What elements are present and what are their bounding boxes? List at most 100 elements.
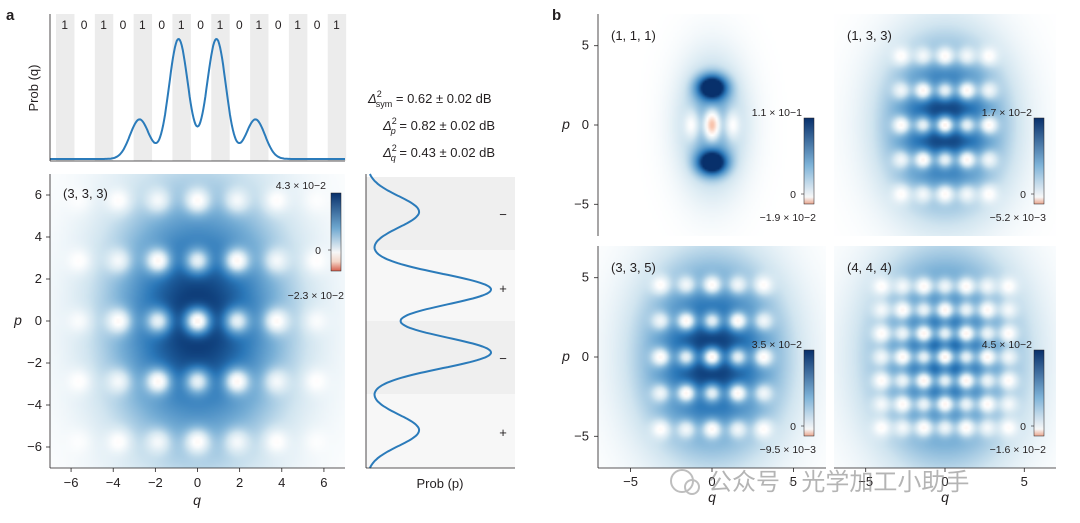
a-side-annotation-p: Δ2 p = 0.82 ± 0.02 dB bbox=[382, 116, 495, 136]
a-side-curve bbox=[369, 173, 493, 469]
b-colorbar-4 bbox=[1033, 349, 1045, 437]
a-side-xlabel: Prob (p) bbox=[417, 476, 464, 491]
watermark-text: 公众号 · 光学加工小助手 bbox=[708, 469, 969, 496]
a-main-cbar-min: −2.3 × 10−2 bbox=[288, 290, 345, 302]
b-cbar-max: 1.7 × 10−2 bbox=[982, 107, 1032, 119]
a-top-bit-label: 0 bbox=[81, 18, 88, 32]
svg-text:Δ2p = 0.82 ± 0.02 dB: Δ2 p = 0.82 ± 0.02 dB bbox=[382, 116, 495, 136]
b-annotation-1: (1, 1, 1) bbox=[611, 28, 656, 43]
a-top-bit-label: 1 bbox=[255, 18, 262, 32]
a-top-stripe bbox=[250, 14, 269, 161]
b-colorbar-2 bbox=[1033, 117, 1045, 205]
a-top-stripe bbox=[56, 14, 75, 161]
b-xtick-label: 5 bbox=[790, 474, 797, 489]
b-xtick-label: 0 bbox=[708, 474, 715, 489]
a-main-xtick-label: 4 bbox=[278, 475, 285, 490]
b-plot-3: (3, 3, 5) 5 0 −5 p −5 0 5 q 3.5 × 10−2 0 −9.5 × 10−… bbox=[561, 246, 826, 505]
a-side-plot: − + − + Prob (p) Δ2 sym = 0.62 ± 0.02 dB … bbox=[365, 89, 515, 491]
a-side-band-4 bbox=[366, 394, 515, 468]
b-xtick-label: 5 bbox=[1021, 474, 1028, 489]
a-main-ylabel: p bbox=[13, 312, 22, 328]
a-main-xtick-label: 2 bbox=[236, 475, 243, 490]
a-main-annotation: (3, 3, 3) bbox=[63, 186, 108, 201]
a-top-bit-label: 0 bbox=[197, 18, 204, 32]
b-annotation-3: (3, 3, 5) bbox=[611, 260, 656, 275]
panel-label-a: a bbox=[6, 7, 15, 24]
svg-text:Δ2q = 0.43 ± 0.02 dB: Δ2 q = 0.43 ± 0.02 dB bbox=[382, 143, 495, 163]
a-top-stripe bbox=[327, 14, 347, 161]
b-heatmap-4 bbox=[834, 246, 1056, 468]
a-top-stripe bbox=[172, 14, 191, 161]
b-ytick-label: 0 bbox=[582, 349, 589, 364]
b-xlabel: q bbox=[941, 489, 949, 505]
b-plot-2: (1, 3, 3) 1.7 × 10−2 0 −5.2 × 10−3 bbox=[834, 14, 1056, 236]
a-top-curve bbox=[50, 37, 345, 160]
a-top-bit-label: 1 bbox=[294, 18, 301, 32]
a-side-sign-3: − bbox=[499, 351, 507, 366]
b-annotation-2: (1, 3, 3) bbox=[847, 28, 892, 43]
a-main-plot: −6 −4 −2 0 2 4 6 6 4 2 0 −2 −4 −6 (3, 3, 3) q p 4.3 … bbox=[13, 174, 345, 508]
a-main-xtick-label: −6 bbox=[64, 475, 79, 490]
a-top-bit-label: 1 bbox=[178, 18, 185, 32]
b-cbar-min: −9.5 × 10−3 bbox=[760, 444, 817, 456]
b-xtick-label: 0 bbox=[941, 474, 948, 489]
b-cbar-max: 1.1 × 10−1 bbox=[752, 107, 802, 119]
b-ytick-label: 0 bbox=[582, 117, 589, 132]
a-top-bit-label: 0 bbox=[275, 18, 282, 32]
b-ytick-label: 5 bbox=[582, 38, 589, 53]
b-heatmap-3 bbox=[598, 246, 826, 468]
a-side-band-2 bbox=[366, 250, 515, 321]
a-side-annotation-sym: Δ2 sym = 0.62 ± 0.02 dB bbox=[367, 89, 492, 109]
a-main-xtick-label: 0 bbox=[194, 475, 201, 490]
a-top-bit-label: 1 bbox=[100, 18, 107, 32]
panel-b: (1, 1, 1) 5 0 −5 p 1.1 × 10−1 0 −1.9 × 10−2 (1, … bbox=[561, 14, 1056, 505]
b-xtick-label: −5 bbox=[623, 474, 638, 489]
b-cbar-zero: 0 bbox=[1020, 189, 1026, 201]
b-xtick-label: −5 bbox=[858, 474, 873, 489]
a-top-bit-label: 0 bbox=[314, 18, 321, 32]
a-top-bit-label: 1 bbox=[217, 18, 224, 32]
b-colorbar-1 bbox=[803, 117, 815, 205]
b-cbar-max: 3.5 × 10−2 bbox=[752, 339, 802, 351]
a-side-sign-4: + bbox=[499, 425, 507, 440]
a-main-xtick-label: −2 bbox=[148, 475, 163, 490]
b-ytick-label: 5 bbox=[582, 270, 589, 285]
b-cbar-zero: 0 bbox=[1020, 421, 1026, 433]
a-side-annotation-q: Δ2 q = 0.43 ± 0.02 dB bbox=[382, 143, 495, 163]
watermark: 公众号 · 光学加工小助手 bbox=[670, 469, 969, 496]
a-top-stripe bbox=[288, 14, 308, 161]
b-plot-4: (4, 4, 4) −5 0 5 q 4.5 × 10−2 0 −1.6 × 10−2 bbox=[834, 246, 1056, 505]
b-xlabel: q bbox=[708, 489, 716, 505]
a-main-ytick-label: 4 bbox=[35, 229, 42, 244]
b-heatmap-1 bbox=[598, 14, 826, 236]
b-heatmap-2 bbox=[834, 14, 1056, 236]
b-cbar-max: 4.5 × 10−2 bbox=[982, 339, 1032, 351]
a-main-colorbar: 4.3 × 10−2 0 −2.3 × 10−2 bbox=[276, 180, 344, 302]
a-top-stripe bbox=[94, 14, 114, 161]
a-top-bit-label: 1 bbox=[61, 18, 68, 32]
a-top-ylabel: Prob (q) bbox=[26, 65, 41, 112]
a-side-band-1 bbox=[366, 177, 515, 250]
a-main-heatmap bbox=[50, 174, 345, 468]
b-ylabel: p bbox=[561, 348, 570, 364]
a-main-xtick-label: 6 bbox=[320, 475, 327, 490]
b-cbar-zero: 0 bbox=[790, 189, 796, 201]
a-main-ytick-label: −6 bbox=[27, 439, 42, 454]
a-main-ytick-label: 6 bbox=[35, 187, 42, 202]
a-top-stripe bbox=[211, 14, 230, 161]
b-cbar-min: −1.6 × 10−2 bbox=[990, 444, 1047, 456]
panel-label-b: b bbox=[552, 7, 561, 24]
b-cbar-min: −1.9 × 10−2 bbox=[760, 212, 817, 224]
a-side-sign-2: + bbox=[499, 281, 507, 296]
a-main-xlabel: q bbox=[193, 492, 201, 508]
a-main-ytick-label: −2 bbox=[27, 355, 42, 370]
a-main-ytick-label: 0 bbox=[35, 313, 42, 328]
a-top-bit-label: 1 bbox=[333, 18, 340, 32]
a-top-bit-label: 0 bbox=[158, 18, 165, 32]
a-side-sign-1: − bbox=[499, 207, 507, 222]
b-annotation-4: (4, 4, 4) bbox=[847, 260, 892, 275]
a-main-cbar-max: 4.3 × 10−2 bbox=[276, 180, 326, 192]
a-main-cbar-zero: 0 bbox=[315, 245, 321, 257]
